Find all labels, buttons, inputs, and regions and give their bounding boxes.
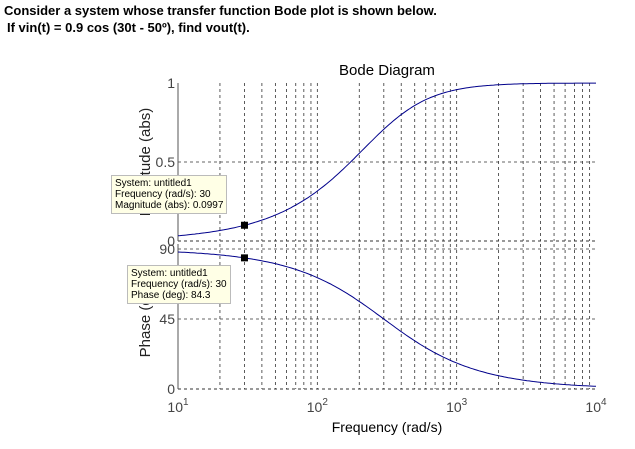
chart-title: Bode Diagram <box>339 62 435 79</box>
datatip-marker <box>240 254 248 262</box>
x-tick-label: 104 <box>585 397 607 415</box>
y-tick-label: 1 <box>167 75 175 91</box>
datatip-frequency: Frequency (rad/s): 30 <box>131 279 227 290</box>
datatip-system: System: untitled1 <box>131 268 208 279</box>
x-axis-label: Frequency (rad/s) <box>332 419 442 435</box>
datatip-frequency: Frequency (rad/s): 30 <box>115 189 211 200</box>
magnitude-datatip: System: untitled1 Frequency (rad/s): 30 … <box>111 175 228 214</box>
plot-area <box>178 244 596 389</box>
phase-datatip: System: untitled1 Frequency (rad/s): 30 … <box>127 265 231 304</box>
x-tick-label: 102 <box>307 397 329 415</box>
question-line-1: Consider a system whose transfer functio… <box>4 3 437 18</box>
y-tick-label: 0.5 <box>156 154 176 170</box>
datatip-system: System: untitled1 <box>115 178 192 189</box>
x-tick-label: 101 <box>167 397 189 415</box>
y-tick-label: 45 <box>159 311 175 327</box>
datatip-value: Magnitude (abs): 0.0997 <box>115 200 224 211</box>
y-tick-label: 90 <box>159 241 175 257</box>
question-line-2: If vin(t) = 0.9 cos (30t - 50º), find vo… <box>7 20 250 35</box>
y-tick-label: 0 <box>167 381 175 397</box>
y-tick-label: 0 <box>167 233 175 249</box>
datatip-value: Phase (deg): 84.3 <box>131 290 211 301</box>
datatip-marker <box>240 221 248 229</box>
x-tick-label: 103 <box>446 397 468 415</box>
